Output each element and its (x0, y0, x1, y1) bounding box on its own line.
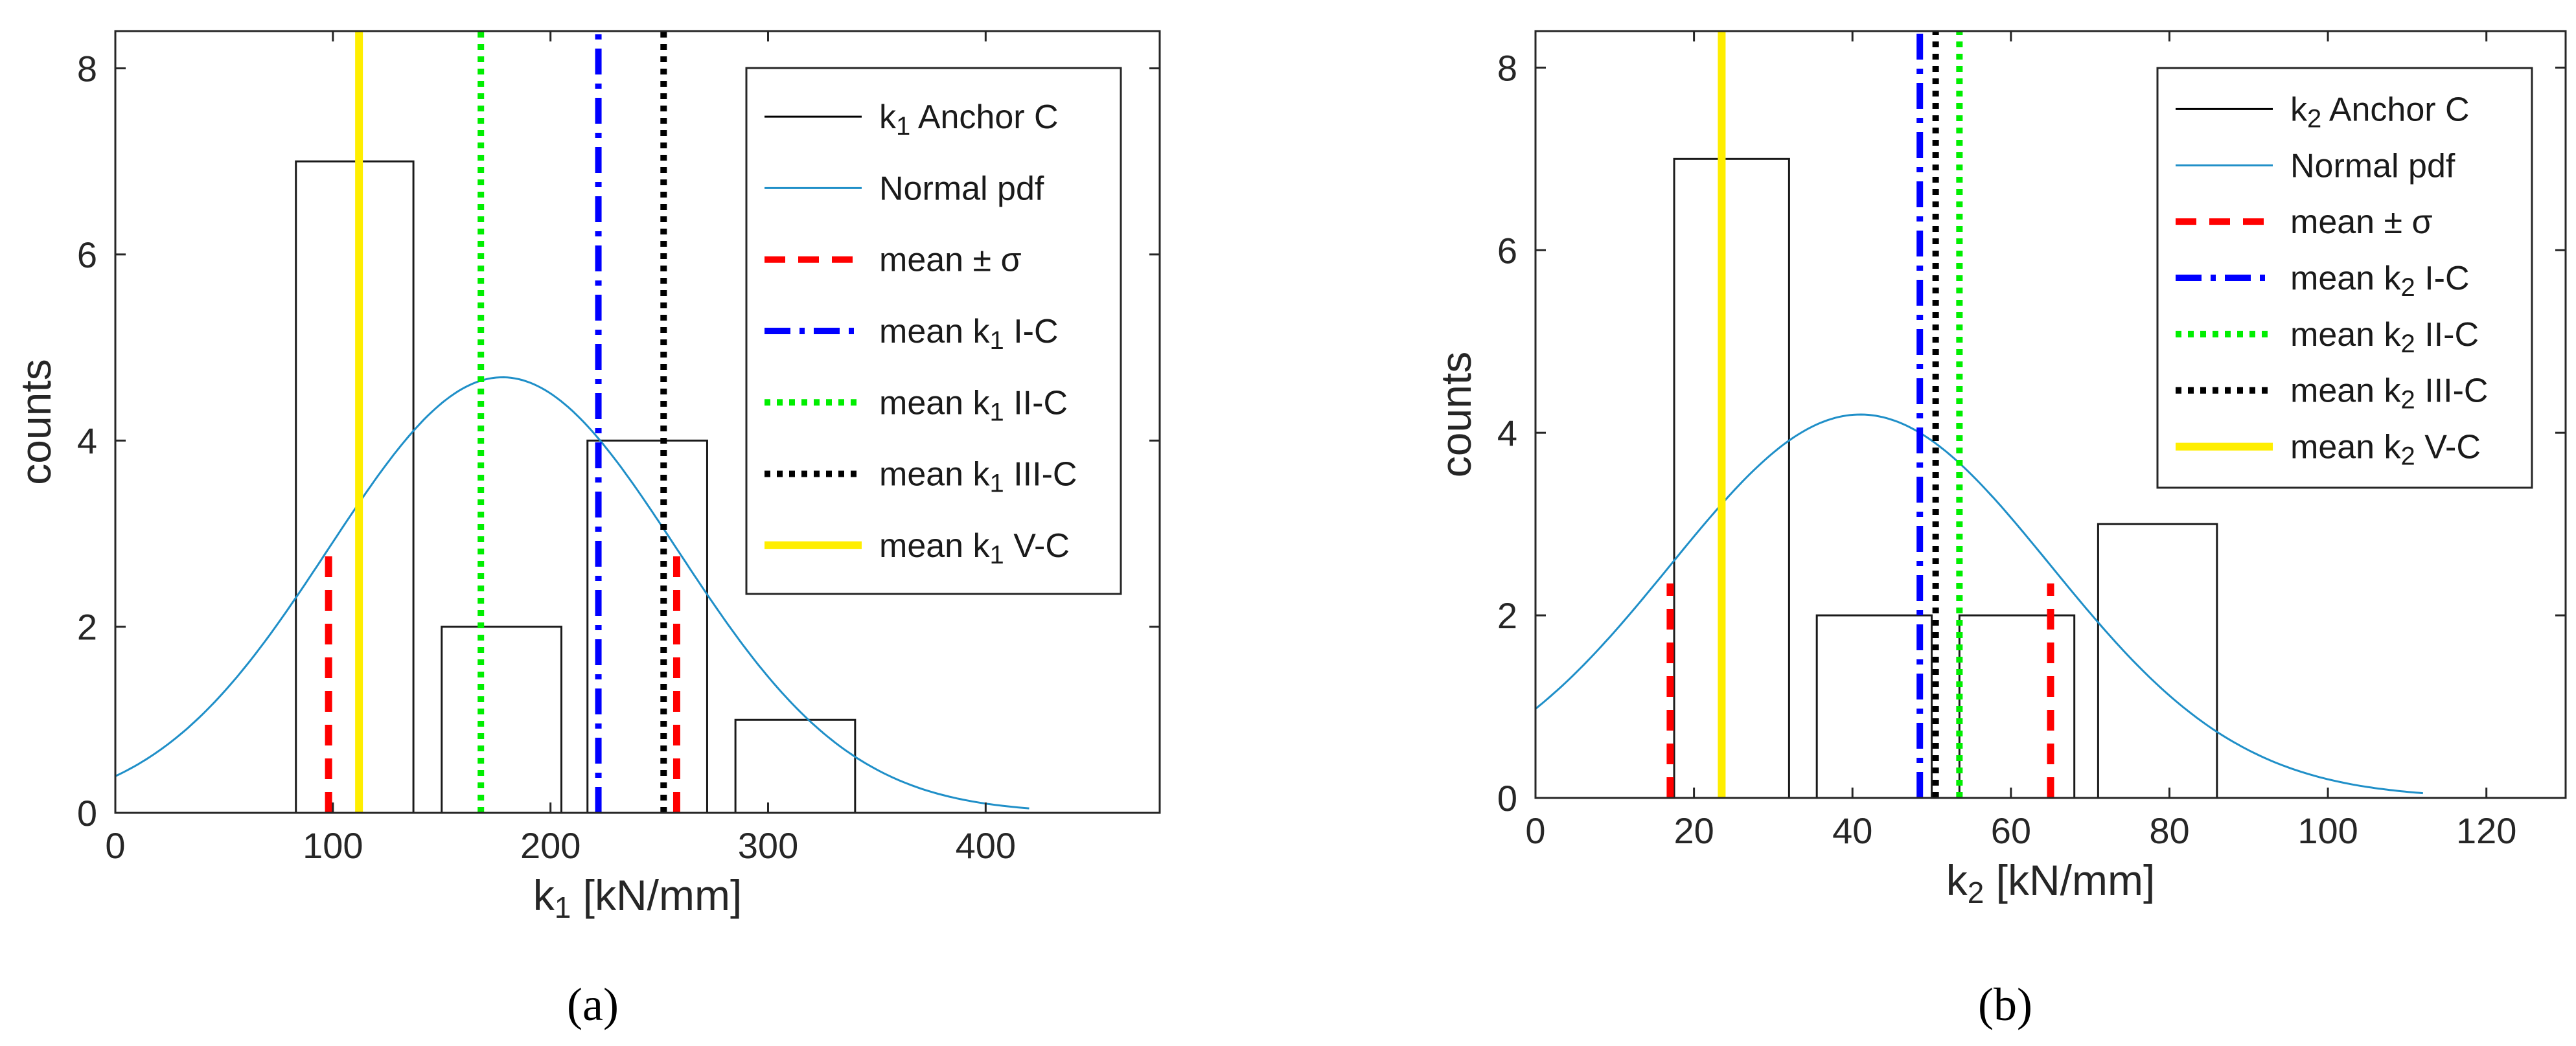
panel-caption: (a) (567, 979, 619, 1030)
x-axis-label: k2 [kN/mm] (1946, 856, 2156, 909)
legend-box (2156, 67, 2533, 489)
legend-entry-label: Normal pdf (2290, 147, 2455, 185)
x-tick-label: 400 (956, 825, 1016, 866)
x-axis-label: k1 [kN/mm] (533, 871, 742, 924)
chart-a: 0 100 200 300 400 0 2 4 6 8 k1 [kN/mm] counts k1 Anc… (12, 30, 1161, 1030)
y-tick-label: 8 (1497, 47, 1517, 88)
y-tick-label: 0 (77, 793, 97, 834)
x-tick-label: 0 (1525, 810, 1545, 851)
legend-entry-label: mean ± σ (879, 242, 1022, 279)
y-tick-label: 4 (1497, 413, 1517, 453)
x-tick-label: 20 (1673, 810, 1714, 851)
x-tick-label: 100 (303, 825, 363, 866)
y-tick-label: 2 (77, 607, 97, 648)
legend-box (745, 67, 1122, 595)
x-tick-label: 40 (1832, 810, 1872, 851)
axes-box (1534, 30, 2567, 799)
y-tick-label: 6 (77, 234, 97, 275)
y-axis-label: counts (12, 359, 60, 484)
chart-b: 0 20 40 60 80 100 120 0 2 4 6 8 k2 [kN/mm] counts k2 A… (1432, 30, 2567, 1030)
y-tick-label: 2 (1497, 595, 1517, 636)
legend-entry-label: mean k2 I-C (2290, 260, 2470, 302)
y-tick-label: 8 (77, 48, 97, 89)
legend: k1 Anchor C Normal pdf mean ± σ mean k1 I-C… (745, 67, 1122, 595)
legend-entry-label: mean k1 V-C (879, 527, 1070, 569)
legend-entry-label: k1 Anchor C (879, 98, 1059, 141)
x-tick-label: 80 (2149, 810, 2189, 851)
x-tick-label: 300 (738, 825, 798, 866)
legend-entry-label: k2 Anchor C (2290, 91, 2470, 133)
legend-entry-label: mean ± σ (2290, 203, 2433, 241)
y-tick-label: 0 (1497, 778, 1517, 819)
legend-entry-label: mean k2 III-C (2290, 372, 2488, 415)
x-tick-label: 60 (1991, 810, 2031, 851)
y-tick-label: 6 (1497, 230, 1517, 271)
legend-entry-label: mean k2 V-C (2290, 429, 2481, 471)
x-tick-label: 100 (2297, 810, 2358, 851)
normal-pdf-curve (1535, 413, 2423, 795)
legend-entry-label: mean k1 II-C (879, 384, 1068, 426)
x-tick-label: 0 (105, 825, 125, 866)
x-tick-label: 200 (520, 825, 581, 866)
legend-entry-label: mean k1 III-C (879, 456, 1077, 498)
x-tick-label: 120 (2456, 810, 2516, 851)
legend-entry-label: mean k1 I-C (879, 313, 1059, 355)
legend-entry-label: mean k2 II-C (2290, 316, 2479, 358)
normal-pdf-curve (115, 376, 1029, 810)
y-axis-label: counts (1432, 352, 1480, 477)
legend: k2 Anchor C Normal pdf mean ± σ mean k2 I-C… (2156, 67, 2533, 489)
y-tick-label: 4 (77, 420, 97, 461)
panel-caption: (b) (1978, 979, 2032, 1030)
legend-entry-label: Normal pdf (879, 170, 1044, 207)
axes-box (114, 30, 1161, 814)
